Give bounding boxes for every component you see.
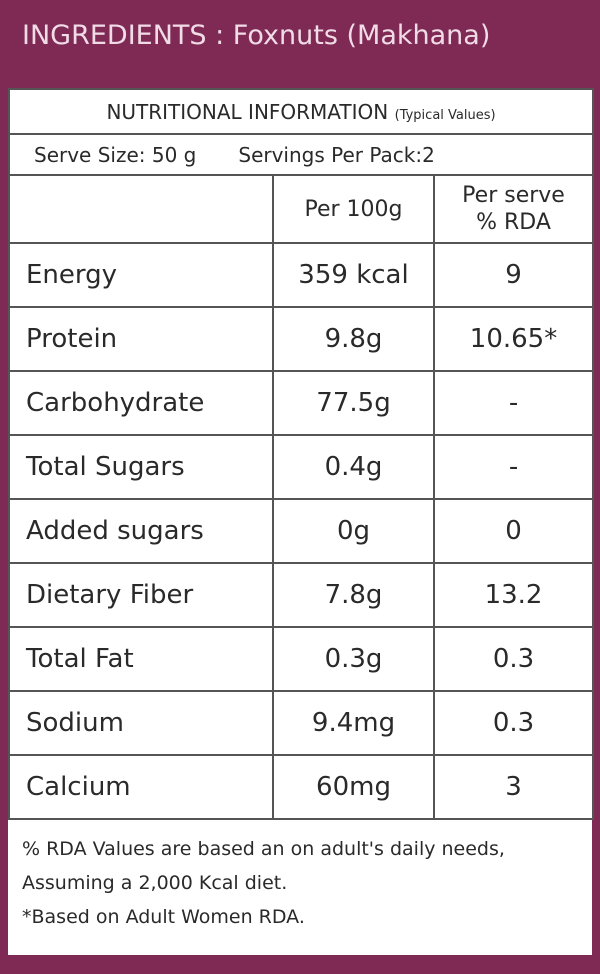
nutrient-row: Total Sugars 0.4g -: [8, 434, 595, 500]
nutrient-name: Total Sugars: [8, 434, 274, 500]
table-title: NUTRITIONAL INFORMATION: [106, 99, 389, 124]
nutrient-value: 77.5g: [272, 370, 435, 436]
nutrient-name: Calcium: [8, 754, 274, 820]
nutrient-value: -: [432, 370, 595, 436]
nutrient-value: 60mg: [272, 754, 435, 820]
nutrient-name: Added sugars: [8, 498, 274, 564]
nutrient-value: 10.65*: [432, 306, 595, 372]
serve-row: Serve Size: 50 g Servings Per Pack:2: [7, 133, 595, 176]
nutrient-value: 0.3g: [272, 626, 435, 692]
nutrition-card: NUTRITIONAL INFORMATION (Typical Values)…: [7, 88, 595, 955]
footer-note: *Based on Adult Women RDA.: [22, 906, 305, 928]
nutrient-value: 359 kcal: [272, 242, 435, 308]
nutrient-value: 13.2: [432, 562, 595, 628]
column-header-row: Per 100g Per serve % RDA: [8, 174, 595, 244]
nutrient-row: Total Fat 0.3g 0.3: [8, 626, 595, 692]
nutrient-row: Calcium 60mg 3: [8, 754, 595, 820]
nutrient-value: 9.8g: [272, 306, 435, 372]
nutrient-value: 0.3: [432, 626, 595, 692]
serve-cell: Serve Size: 50 g Servings Per Pack:2: [7, 133, 595, 176]
nutrient-value: 0g: [272, 498, 435, 564]
nutrient-value: 9: [432, 242, 595, 308]
nutrient-value: 0.3: [432, 690, 595, 756]
column-header: Per serve % RDA: [432, 174, 595, 244]
serve-size: Serve Size: 50 g: [34, 142, 197, 167]
nutrient-value: 7.8g: [272, 562, 435, 628]
blank-cell: [8, 174, 274, 244]
nutrient-row: Energy 359 kcal 9: [8, 242, 595, 308]
servings: Servings Per Pack:2: [238, 142, 435, 167]
nutrient-name: Carbohydrate: [8, 370, 274, 436]
nutrient-value: 0: [432, 498, 595, 564]
nutrient-name: Dietary Fiber: [8, 562, 274, 628]
nutrient-value: 9.4mg: [272, 690, 435, 756]
nutrient-name: Energy: [8, 242, 274, 308]
nutrient-name: Protein: [8, 306, 274, 372]
nutrition-table: NUTRITIONAL INFORMATION (Typical Values)…: [7, 88, 595, 820]
nutrient-value: -: [432, 434, 595, 500]
nutrient-row: Protein 9.8g 10.65*: [8, 306, 595, 372]
table-title-cell: NUTRITIONAL INFORMATION (Typical Values): [7, 88, 595, 135]
nutrient-name: Sodium: [8, 690, 274, 756]
ingredients-title: INGREDIENTS : Foxnuts (Makhana): [22, 20, 491, 51]
nutrient-row: Added sugars 0g 0: [8, 498, 595, 564]
nutrient-row: Sodium 9.4mg 0.3: [8, 690, 595, 756]
nutrient-row: Carbohydrate 77.5g -: [8, 370, 595, 436]
nutrient-row: Dietary Fiber 7.8g 13.2: [8, 562, 595, 628]
nutrient-value: 3: [432, 754, 595, 820]
nutrient-value: 0.4g: [272, 434, 435, 500]
title-row: NUTRITIONAL INFORMATION (Typical Values): [7, 88, 595, 135]
footer-notes: % RDA Values are based an on adult's dai…: [8, 820, 592, 946]
nutrient-name: Total Fat: [8, 626, 274, 692]
column-header: Per 100g: [272, 174, 435, 244]
table-subtitle: (Typical Values): [394, 107, 496, 123]
footer-note: % RDA Values are based an on adult's dai…: [22, 838, 505, 894]
